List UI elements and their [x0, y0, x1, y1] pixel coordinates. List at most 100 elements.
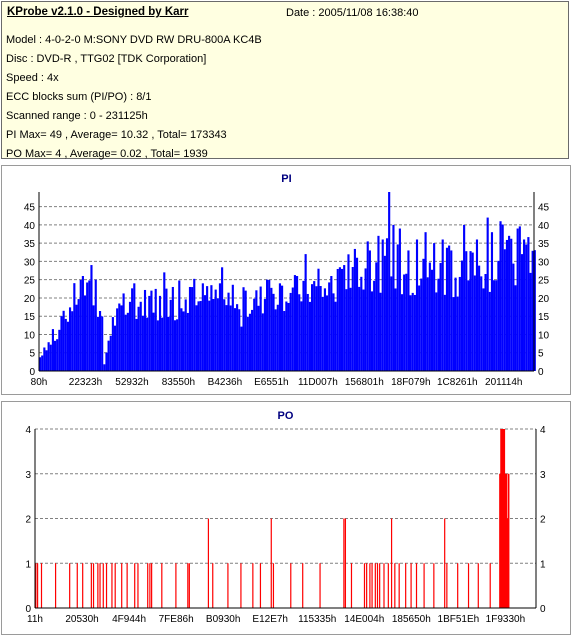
po-bar — [259, 563, 262, 608]
pi-ytick-left: 15 — [24, 312, 36, 323]
pi-bar — [210, 285, 213, 371]
info-model: Model : 4-0-2-0 M:SONY DVD RW DRU-800A K… — [6, 34, 262, 46]
po-xtick: 20530h — [65, 614, 98, 625]
pi-bar — [518, 226, 521, 371]
po-bar — [500, 429, 502, 608]
po-bar — [398, 563, 400, 608]
pi-bar — [396, 244, 399, 371]
pi-bar — [291, 287, 294, 371]
pi-bar — [430, 269, 434, 371]
po-ytick-left: 4 — [25, 425, 31, 436]
pi-bar — [105, 352, 108, 371]
pi-bar — [454, 277, 457, 371]
pi-bar — [293, 275, 296, 371]
pi-bar — [64, 318, 67, 371]
pi-bar — [39, 357, 42, 371]
pi-bar — [377, 235, 380, 371]
pi-bar — [343, 265, 346, 371]
po-bar — [175, 563, 177, 608]
pi-bar — [135, 318, 138, 371]
pi-ytick-right: 40 — [538, 221, 550, 232]
po-ytick-left: 0 — [25, 604, 31, 615]
pi-bar — [355, 257, 359, 371]
po-bar — [272, 563, 275, 608]
pi-bar — [281, 285, 284, 371]
pi-bar — [41, 355, 44, 371]
po-bar — [212, 563, 214, 608]
po-bar — [433, 563, 435, 608]
po-bar — [252, 563, 254, 608]
pi-ytick-right: 5 — [538, 349, 544, 360]
po-bar — [444, 518, 446, 608]
po-xtick: 1F9330h — [486, 614, 525, 625]
po-bar — [290, 563, 292, 608]
pi-bar — [373, 280, 376, 371]
pi-bar — [56, 339, 59, 371]
pi-bar — [75, 304, 78, 371]
pi-bar — [463, 224, 466, 371]
pi-bar — [88, 280, 91, 371]
pi-bar — [503, 249, 506, 371]
info-panel: KProbe v2.1.0 - Designed by Karr Date : … — [1, 1, 569, 160]
po-ytick-right: 4 — [540, 425, 546, 436]
pi-bar — [107, 340, 110, 371]
pi-bar — [514, 285, 517, 371]
po-bar — [405, 563, 407, 608]
pi-bar — [167, 316, 170, 371]
po-bar — [363, 563, 366, 608]
po-xtick: 1BF51Eh — [438, 614, 480, 625]
pi-bar — [480, 276, 483, 371]
pi-bar — [441, 239, 444, 371]
pi-bar — [334, 301, 337, 371]
po-bar — [102, 563, 104, 608]
pi-bar — [510, 238, 513, 371]
pi-ytick-left: 45 — [24, 203, 36, 214]
pi-series — [39, 192, 536, 371]
po-bar — [134, 563, 136, 608]
po-bar — [506, 518, 509, 608]
pi-bar — [505, 239, 509, 371]
pi-xtick: B4236h — [208, 377, 242, 388]
info-ecc-blocks: ECC blocks sum (PI/PO) : 8/1 — [6, 91, 152, 103]
pi-bar — [323, 288, 326, 371]
po-bar — [37, 563, 39, 608]
pi-bar — [529, 272, 532, 371]
pi-bar — [150, 290, 153, 371]
pi-bar — [415, 239, 419, 371]
pi-bar — [270, 287, 273, 371]
pi-bar — [308, 301, 311, 371]
pi-bar — [304, 254, 307, 371]
pi-bar — [71, 311, 74, 371]
po-bar — [507, 473, 510, 608]
pi-bar — [353, 248, 356, 371]
pi-bar — [527, 237, 530, 371]
pi-bar — [516, 228, 519, 371]
pi-bar — [370, 291, 374, 371]
pi-bar — [77, 299, 80, 371]
pi-bar — [193, 278, 196, 371]
pi-bar — [325, 295, 329, 371]
po-bar — [369, 563, 371, 608]
pi-xtick: 22323h — [69, 377, 102, 388]
pi-bar — [497, 260, 500, 371]
pi-bar — [443, 294, 446, 371]
pi-bar — [330, 276, 333, 371]
pi-bar — [203, 295, 207, 371]
po-bar — [387, 563, 389, 608]
pi-bar — [195, 305, 198, 371]
pi-xtick: 80h — [31, 377, 48, 388]
pi-bar — [191, 287, 194, 371]
pi-bar — [261, 313, 264, 371]
pi-bar — [158, 295, 162, 371]
pi-bar — [467, 280, 470, 371]
pi-bar — [405, 273, 408, 371]
pi-bar — [146, 317, 149, 371]
app-title: KProbe v2.1.0 - Designed by Karr — [7, 6, 189, 18]
pi-bar — [287, 302, 290, 371]
pi-bar — [336, 268, 339, 371]
pi-bar — [272, 293, 275, 371]
pi-bar — [426, 277, 429, 371]
pi-xtick: 11D007h — [298, 377, 338, 388]
pi-bar — [409, 295, 412, 371]
pi-bar — [268, 279, 271, 371]
